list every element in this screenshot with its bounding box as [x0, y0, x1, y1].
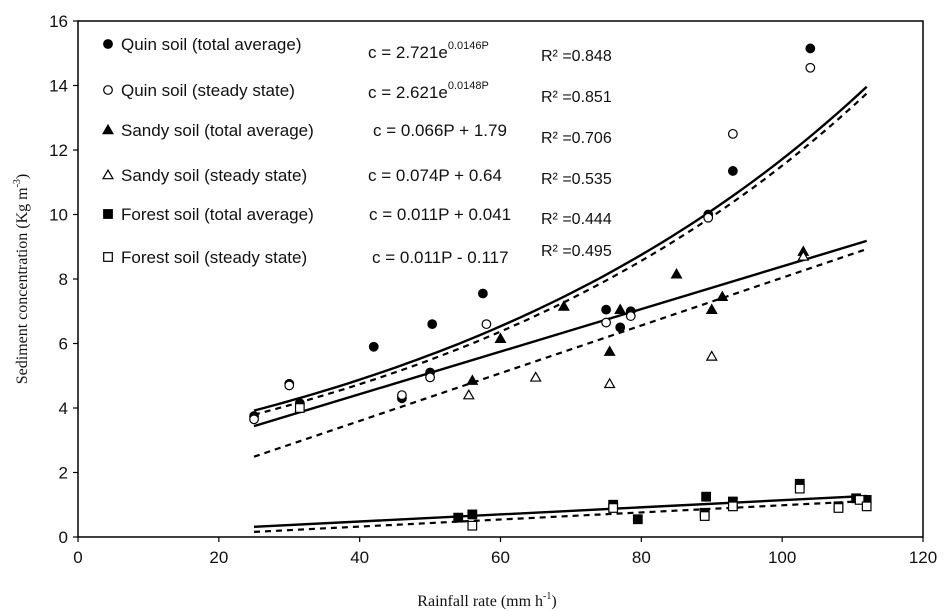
data-point	[466, 374, 479, 385]
legend-label: Quin soil (steady state)	[121, 81, 295, 100]
x-tick-label: 120	[909, 548, 937, 567]
trend-line	[253, 92, 868, 416]
r-squared-label: R² =0.706	[541, 130, 612, 147]
data-point	[608, 503, 619, 513]
data-point	[805, 62, 816, 73]
data-points	[249, 43, 872, 531]
y-tick-label: 6	[59, 335, 68, 354]
data-point	[603, 377, 616, 389]
data-point	[703, 212, 714, 223]
data-point	[854, 495, 865, 505]
data-point	[705, 303, 718, 314]
r-squared-label: R² =0.848	[541, 48, 612, 65]
equation-label: c = 2.621e0.0148P	[368, 80, 489, 102]
data-point	[794, 483, 805, 494]
data-point	[453, 512, 464, 523]
y-tick-label: 0	[59, 528, 68, 547]
legend-marker	[103, 252, 113, 262]
equation-label: c = 0.011P - 0.117	[372, 248, 509, 267]
y-tick-label: 10	[49, 206, 68, 225]
data-point	[701, 491, 712, 502]
x-tick-label: 0	[73, 548, 82, 567]
data-point	[601, 304, 612, 315]
data-point	[284, 380, 295, 391]
data-point	[861, 501, 872, 512]
data-point	[625, 311, 636, 321]
x-tick-label: 100	[768, 548, 796, 567]
equation-label: c = 0.066P + 1.79	[373, 121, 507, 140]
data-point	[727, 128, 738, 139]
r-squared-label: R² =0.851	[541, 89, 612, 106]
trend-line	[253, 85, 868, 412]
data-point	[601, 317, 612, 328]
data-point	[615, 322, 626, 333]
data-point	[716, 290, 729, 302]
x-tick-label: 60	[491, 548, 510, 567]
data-point	[368, 341, 379, 352]
x-tick-label: 40	[350, 548, 369, 567]
data-point	[494, 332, 507, 343]
data-point	[797, 250, 810, 261]
trend-line	[253, 248, 868, 458]
r-squared-label: R² =0.495	[541, 243, 612, 260]
data-point	[603, 345, 616, 356]
y-tick-label: 12	[49, 141, 68, 160]
trend-line	[253, 494, 867, 528]
data-point	[805, 43, 816, 54]
data-point	[294, 403, 305, 413]
data-point	[477, 288, 488, 299]
legend: Quin soil (total average) c = 2.721e0.014…	[102, 35, 612, 267]
trend-lines	[253, 85, 868, 533]
axis-ticks: 0 20 40 60 80 100 120 0 2 4 6 8 10 12 14 16	[49, 12, 937, 567]
r-squared-label: R² =0.444	[541, 211, 612, 228]
data-point	[727, 501, 738, 512]
data-point	[249, 414, 259, 425]
data-point	[727, 166, 738, 176]
data-point	[481, 319, 492, 330]
data-point	[705, 350, 718, 361]
legend-label: Sandy soil (total average)	[121, 121, 314, 140]
x-tick-label: 20	[209, 548, 228, 567]
equation-label: c = 2.721e0.0146P	[368, 40, 489, 62]
data-point	[397, 390, 407, 401]
legend-marker	[103, 209, 113, 219]
legend-label: Sandy soil (steady state)	[121, 166, 307, 185]
data-point	[467, 509, 478, 520]
r-squared-label: R² =0.535	[541, 171, 612, 188]
y-tick-label: 2	[59, 464, 68, 483]
y-tick-label: 4	[59, 399, 68, 418]
data-point	[427, 319, 438, 330]
legend-label: Quin soil (total average)	[121, 35, 301, 54]
data-point	[425, 372, 435, 383]
y-axis-title: Sediment concentration (Kg m-3)	[12, 174, 31, 385]
data-point	[529, 371, 542, 382]
trend-line	[253, 239, 868, 428]
data-point	[632, 514, 643, 525]
data-point	[557, 300, 570, 311]
data-point	[462, 388, 475, 400]
data-point	[467, 520, 478, 531]
data-point	[614, 303, 627, 314]
legend-marker	[102, 123, 114, 135]
trend-line	[253, 499, 867, 533]
legend-marker	[103, 85, 113, 95]
legend-marker	[102, 168, 114, 180]
y-tick-label: 14	[49, 77, 68, 96]
x-axis-title: Rainfall rate (mm h-1)	[417, 591, 556, 610]
legend-marker	[103, 39, 113, 49]
data-point	[699, 511, 710, 521]
legend-label: Forest soil (steady state)	[121, 248, 307, 267]
data-point	[833, 503, 844, 513]
data-point	[670, 268, 683, 279]
equation-label: c = 0.074P + 0.64	[368, 166, 502, 185]
x-tick-label: 80	[632, 548, 651, 567]
legend-label: Forest soil (total average)	[121, 205, 314, 224]
equation-label: c = 0.011P + 0.041	[369, 205, 511, 224]
y-tick-label: 16	[49, 12, 68, 31]
y-tick-label: 8	[59, 270, 68, 289]
